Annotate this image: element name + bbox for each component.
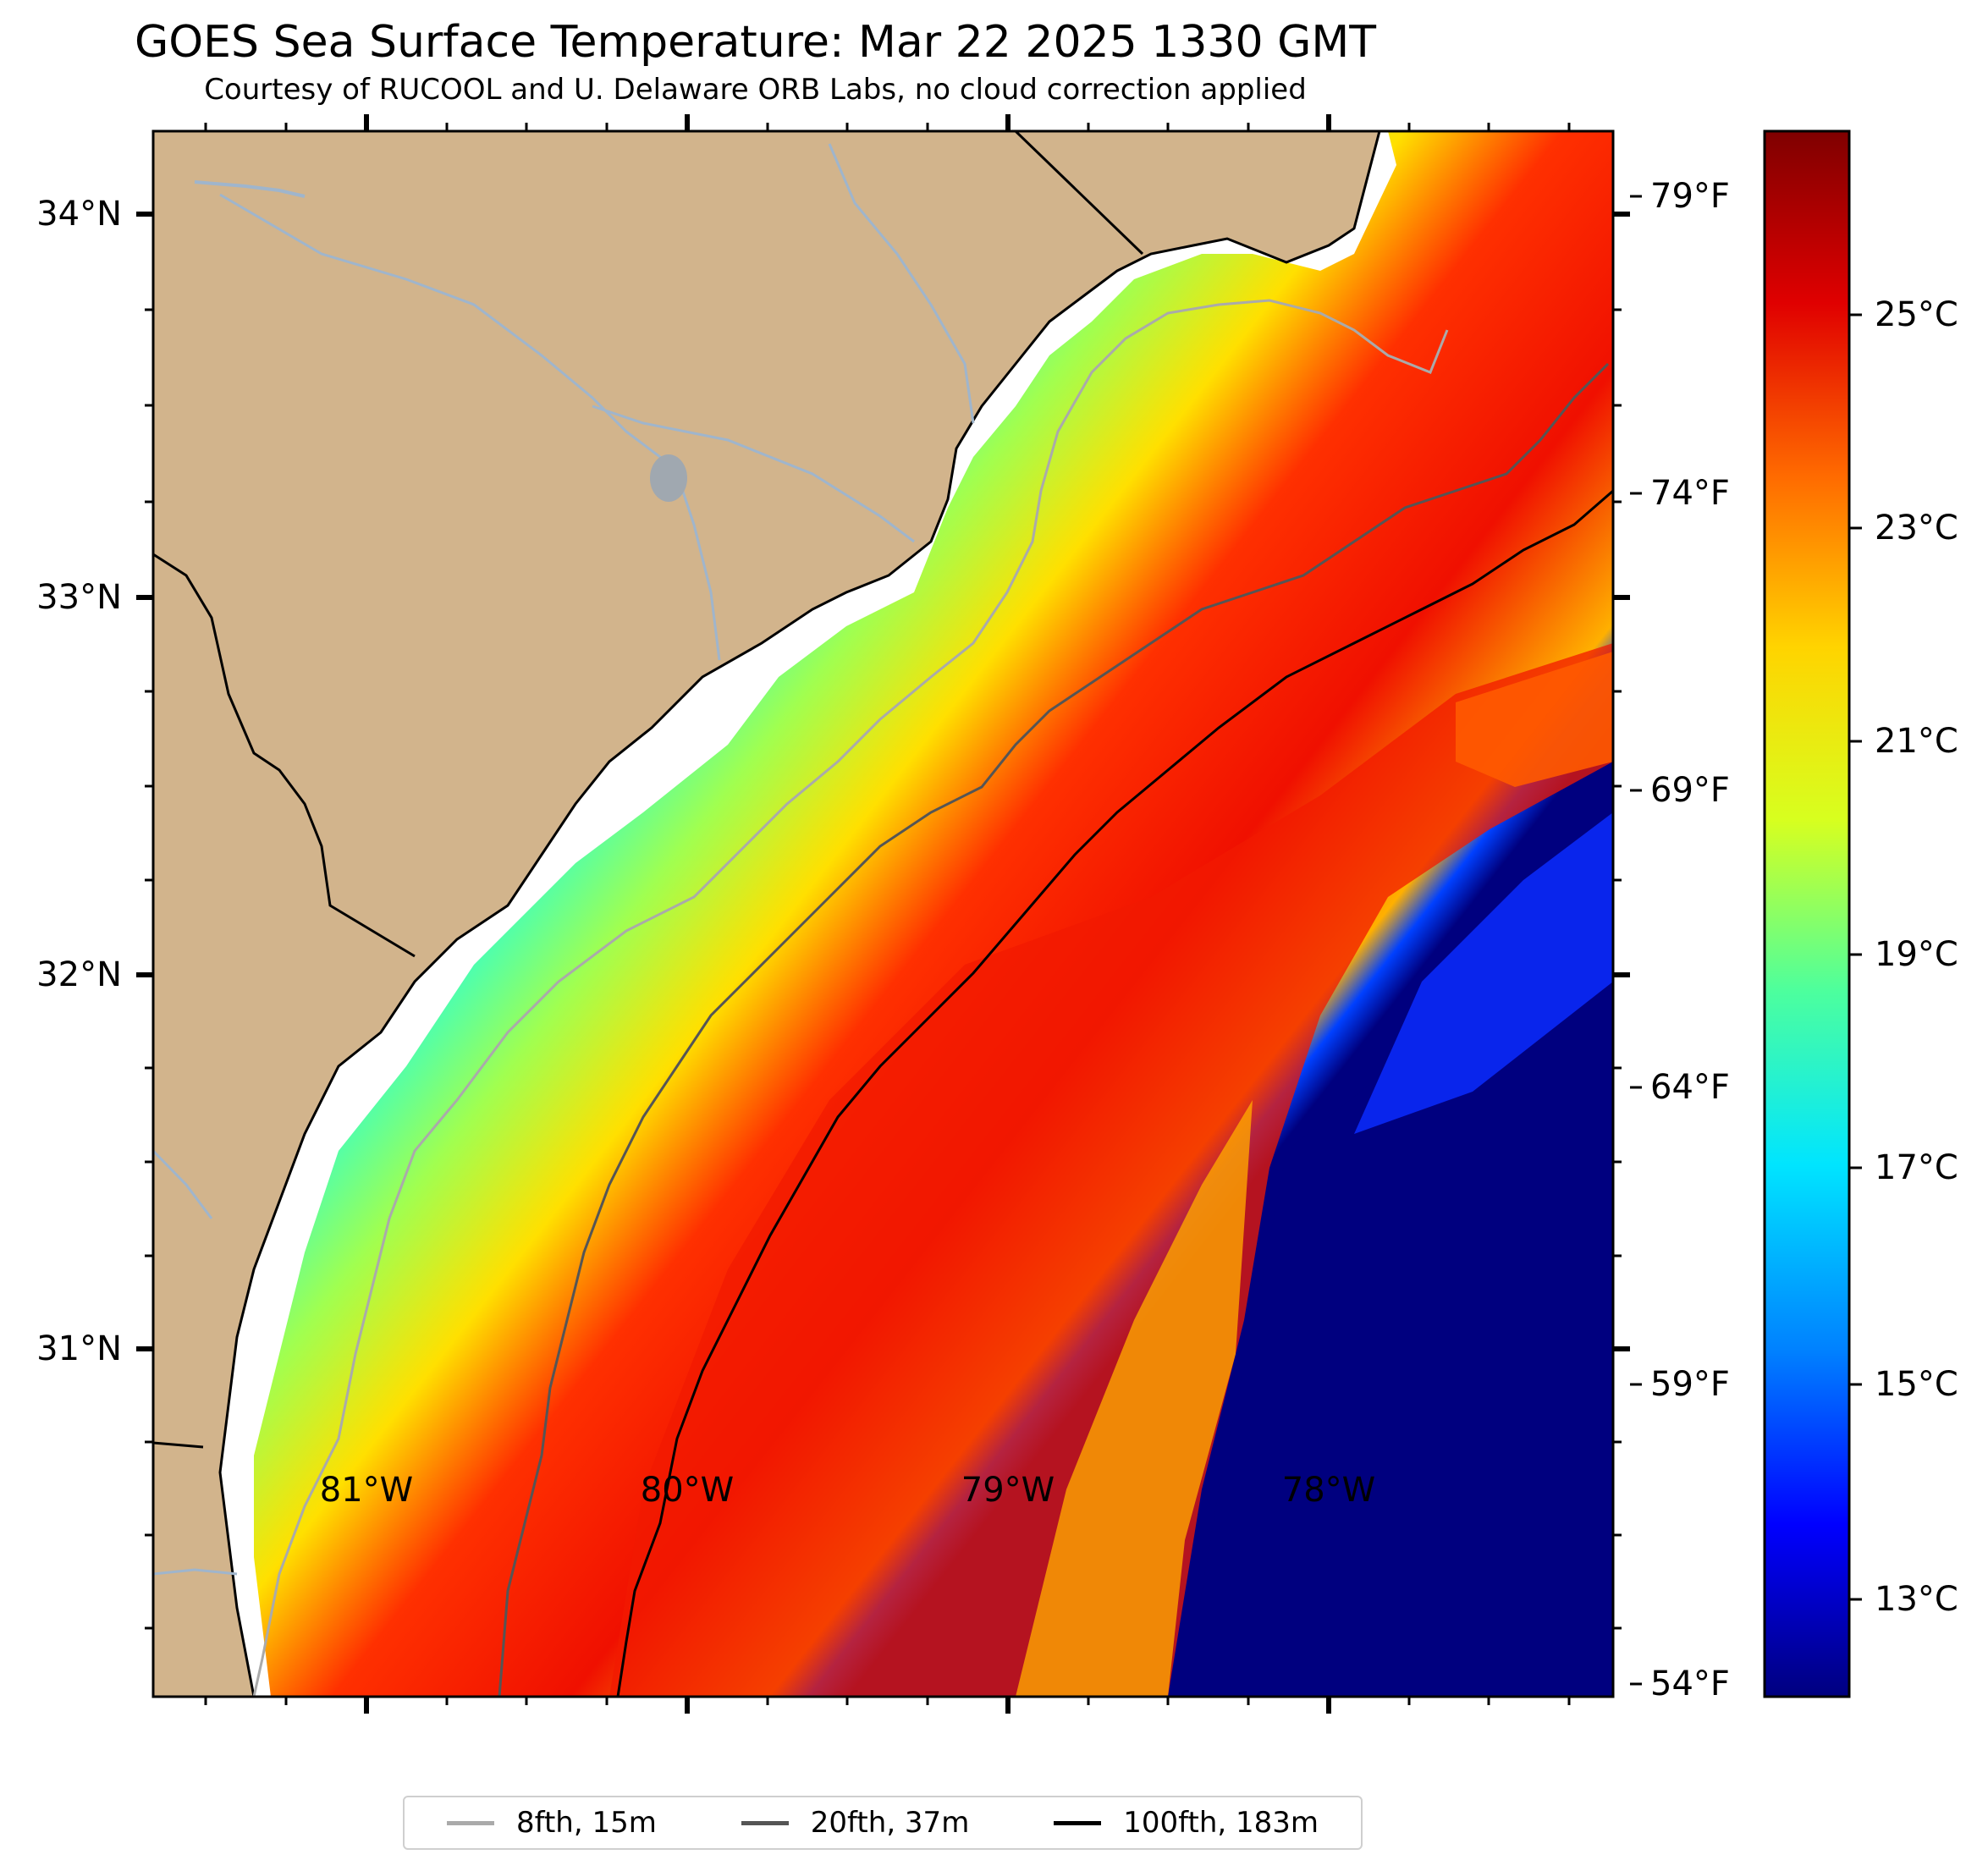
map-title: GOES Sea Surface Temperature: Mar 22 202… bbox=[134, 17, 1377, 68]
lat-label-34n: 34°N bbox=[36, 195, 122, 234]
warm-eddy-orange bbox=[1016, 1100, 1253, 1697]
lat-label-31n: 31°N bbox=[36, 1329, 122, 1368]
fahrenheit-label-74: 74°F bbox=[1650, 474, 1730, 513]
river bbox=[153, 1149, 213, 1219]
celsius-label-15: 15°C bbox=[1875, 1365, 1958, 1404]
state-border-nc-sc bbox=[1014, 131, 1144, 256]
legend-item-100fth: 100fth, 183m bbox=[1054, 1806, 1319, 1840]
lon-label-78w: 78°W bbox=[1281, 1471, 1376, 1510]
river bbox=[675, 473, 721, 661]
contour-100fth-183m bbox=[616, 489, 1613, 1697]
river bbox=[194, 180, 306, 198]
fahrenheit-label-64: 64°F bbox=[1650, 1068, 1730, 1107]
lon-label-80w: 80°W bbox=[640, 1471, 735, 1510]
legend-item-8fth: 8fth, 15m bbox=[446, 1806, 657, 1840]
fahrenheit-label-54: 54°F bbox=[1650, 1665, 1730, 1703]
fahrenheit-ticks bbox=[1630, 195, 1642, 1686]
fahrenheit-label-79: 79°F bbox=[1650, 177, 1730, 216]
minor-ticks bbox=[145, 123, 1622, 1705]
legend-label: 100fth, 183m bbox=[1123, 1806, 1319, 1840]
cold-water-region bbox=[1185, 965, 1613, 1697]
fahrenheit-label-59: 59°F bbox=[1650, 1365, 1730, 1404]
celsius-label-21: 21°C bbox=[1875, 722, 1958, 761]
cold-filament-region bbox=[1354, 812, 1613, 1134]
legend-swatch-light-gray bbox=[446, 1820, 494, 1825]
contour-legend: 8fth, 15m 20fth, 37m 100fth, 183m bbox=[403, 1796, 1363, 1850]
map-frame bbox=[151, 129, 1615, 1698]
river bbox=[828, 143, 975, 424]
lake bbox=[650, 454, 687, 502]
river bbox=[219, 193, 679, 483]
lon-major-ticks bbox=[364, 114, 1331, 1714]
state-border-sc-ga bbox=[153, 553, 416, 958]
celsius-label-13: 13°C bbox=[1875, 1580, 1958, 1619]
gulf-stream-core bbox=[609, 643, 1613, 1697]
lat-label-33n: 33°N bbox=[36, 578, 122, 617]
warm-eddy-northeast bbox=[1456, 652, 1613, 787]
state-border-ga-fl bbox=[153, 1441, 204, 1449]
river bbox=[592, 404, 915, 543]
celsius-label-17: 17°C bbox=[1875, 1148, 1958, 1187]
legend-label: 20fth, 37m bbox=[810, 1806, 970, 1840]
legend-swatch-black bbox=[1054, 1820, 1102, 1825]
contour-8fth-15m bbox=[252, 299, 1449, 1697]
legend-label: 8fth, 15m bbox=[515, 1806, 657, 1840]
river bbox=[153, 1568, 238, 1576]
colorbar bbox=[1763, 129, 1851, 1698]
lon-label-81w: 81°W bbox=[319, 1471, 414, 1510]
celsius-label-19: 19°C bbox=[1875, 935, 1958, 974]
fahrenheit-label-69: 69°F bbox=[1650, 771, 1730, 810]
lon-label-79w: 79°W bbox=[961, 1471, 1055, 1510]
lat-major-ticks bbox=[136, 212, 1630, 1351]
legend-swatch-dark-gray bbox=[741, 1820, 789, 1825]
legend-item-20fth: 20fth, 37m bbox=[741, 1806, 970, 1840]
celsius-label-23: 23°C bbox=[1875, 509, 1958, 548]
contour-20fth-37m bbox=[498, 362, 1610, 1697]
map-subtitle: Courtesy of RUCOOL and U. Delaware ORB L… bbox=[204, 73, 1307, 107]
lat-label-32n: 32°N bbox=[36, 955, 122, 994]
celsius-label-25: 25°C bbox=[1875, 295, 1958, 334]
colorbar-ticks bbox=[1849, 313, 1862, 1601]
land-mass bbox=[153, 131, 1381, 1697]
